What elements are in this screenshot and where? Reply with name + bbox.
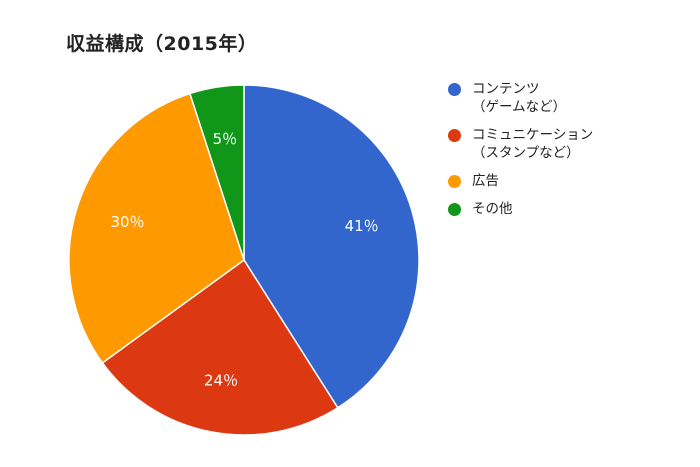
pie-slices [68, 84, 420, 436]
pie-slice-label-1: 24％ [204, 371, 238, 389]
legend-swatch-1 [448, 129, 461, 142]
legend-item-3: その他 [448, 200, 693, 218]
legend-label-0: コンテンツ （ゲームなど） [472, 81, 567, 115]
legend-item-2: 広告 [448, 172, 693, 190]
legend-swatch-0 [448, 83, 461, 96]
legend-label-1: コミュニケーション （スタンプなど） [472, 127, 594, 161]
legend-swatch-3 [448, 203, 461, 216]
legend-label-2: 広告 [472, 173, 499, 189]
pie-slice-label-3: 5％ [213, 130, 238, 148]
legend-item-1: コミュニケーション （スタンプなど） [448, 126, 693, 162]
legend-swatch-2 [448, 175, 461, 188]
pie-slice-label-2: 30％ [110, 213, 144, 231]
pie-slice-0 [243, 84, 420, 409]
chart-title: 収益構成（2015年） [66, 33, 258, 55]
pie-slice-1 [101, 259, 339, 436]
pie-slice-label-0: 41％ [345, 217, 379, 235]
pie-labels: 41％ 24％ 30％ 5％ [110, 130, 378, 389]
pie-slice-2 [68, 92, 245, 364]
legend-item-0: コンテンツ （ゲームなど） [448, 80, 693, 116]
legend-label-3: その他 [472, 201, 513, 217]
pie-slice-3 [189, 84, 245, 261]
legend: コンテンツ （ゲームなど） コミュニケーション （スタンプなど） 広告その他 [448, 80, 693, 228]
